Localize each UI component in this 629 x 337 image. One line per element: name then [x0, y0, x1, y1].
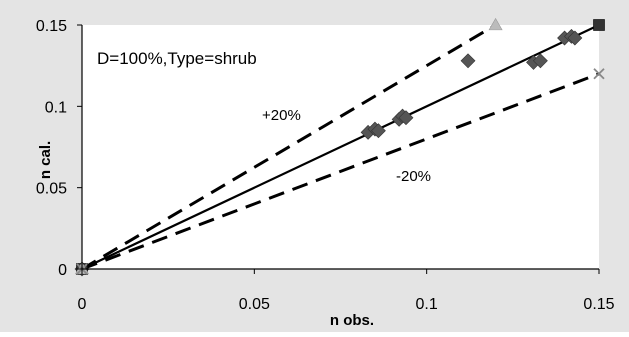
y-tick-label: 0.1 — [45, 99, 67, 116]
data-points — [74, 17, 605, 277]
diamond-point — [567, 30, 583, 46]
triangle-point — [488, 17, 503, 31]
y-axis-title: n cal. — [37, 141, 54, 179]
case-label: D=100%,Type=shrub — [97, 49, 257, 68]
reference-lines — [81, 23, 600, 271]
diamond-point — [532, 53, 548, 69]
diamond-point — [398, 110, 414, 126]
case-label-box — [93, 37, 306, 77]
x-tick-label: 0 — [78, 296, 87, 313]
y-tick-label: 0.15 — [36, 18, 67, 35]
y-tick-label: 0.05 — [36, 181, 67, 198]
axes — [81, 25, 599, 270]
x-tick-label: 0.1 — [416, 296, 438, 313]
y-tick-label: 0 — [58, 262, 67, 279]
diamond-point — [370, 123, 386, 139]
minus-20-line — [81, 72, 600, 271]
x-tick-label: 0.15 — [583, 296, 614, 313]
tick-labels: 0 0.05 0.1 0.15 0 0.05 0.1 0.15 — [36, 18, 615, 313]
cross-point — [593, 68, 605, 80]
diamond-point — [460, 53, 476, 69]
plus-20-label: +20% — [262, 107, 301, 124]
square-point — [593, 19, 605, 31]
one-to-one-line — [81, 24, 600, 270]
minus-20-label: -20% — [396, 168, 431, 185]
x-axis-title: n obs. — [330, 312, 374, 329]
plus-20-line — [81, 23, 497, 271]
x-tick-label: 0.05 — [239, 296, 270, 313]
